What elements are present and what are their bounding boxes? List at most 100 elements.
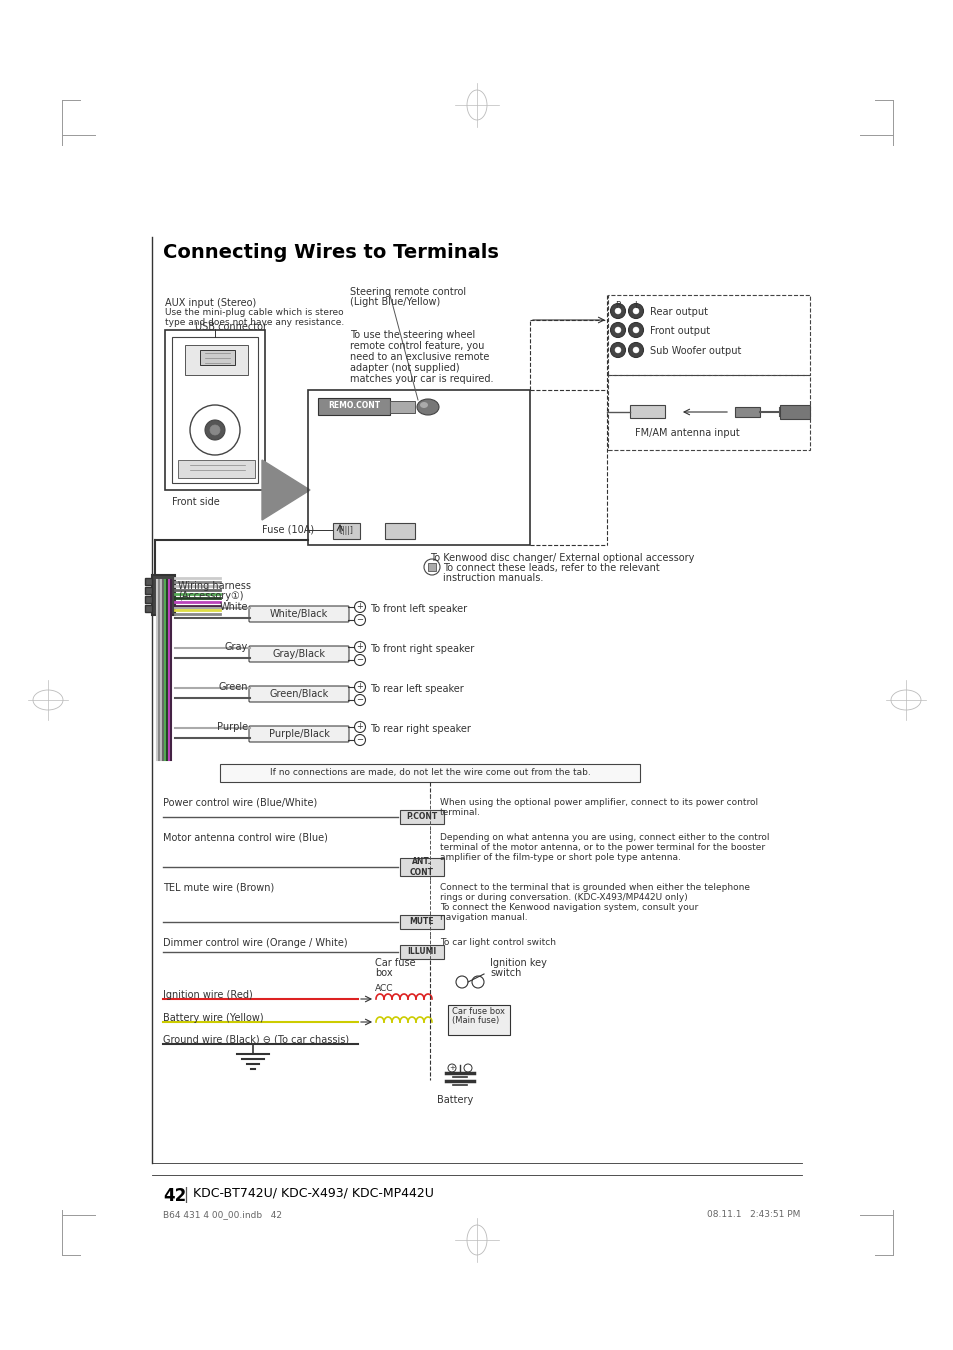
Text: (Accessory①): (Accessory①) — [178, 591, 243, 601]
Ellipse shape — [419, 402, 428, 408]
Circle shape — [389, 529, 393, 533]
Bar — [145, 587, 152, 594]
Text: USB connector: USB connector — [194, 323, 267, 332]
Text: Car fuse: Car fuse — [375, 958, 416, 968]
Text: Wiring harness: Wiring harness — [178, 580, 251, 591]
Text: ILLUMI: ILLUMI — [407, 948, 436, 957]
Text: Ground wire (Black) ⊖ (To car chassis): Ground wire (Black) ⊖ (To car chassis) — [163, 1035, 349, 1045]
Text: If no connections are made, do not let the wire come out from the tab.: If no connections are made, do not let t… — [270, 768, 590, 778]
Bar — [390, 401, 415, 413]
Text: ANT.
CONT: ANT. CONT — [410, 857, 434, 876]
Text: Connect to the terminal that is grounded when either the telephone: Connect to the terminal that is grounded… — [439, 883, 749, 892]
Text: terminal.: terminal. — [439, 809, 480, 817]
Text: R: R — [615, 301, 620, 310]
Text: P.CONT: P.CONT — [406, 813, 437, 822]
Bar — [399, 945, 443, 958]
Text: White/Black: White/Black — [270, 609, 328, 620]
Text: When using the optional power amplifier, connect to its power control: When using the optional power amplifier,… — [439, 798, 758, 807]
Text: Purple: Purple — [216, 722, 248, 732]
Text: To front right speaker: To front right speaker — [370, 644, 474, 653]
Bar — [145, 578, 152, 585]
Text: To connect these leads, refer to the relevant: To connect these leads, refer to the rel… — [442, 563, 659, 572]
Text: 08.11.1   2:43:51 PM: 08.11.1 2:43:51 PM — [706, 1210, 800, 1219]
Bar — [399, 810, 443, 824]
FancyBboxPatch shape — [249, 686, 349, 702]
Bar — [399, 859, 443, 876]
Text: To rear left speaker: To rear left speaker — [370, 684, 463, 694]
FancyBboxPatch shape — [249, 726, 349, 743]
Circle shape — [610, 304, 625, 319]
Circle shape — [610, 323, 625, 338]
Bar — [399, 915, 443, 929]
Text: L: L — [633, 301, 638, 310]
Text: 42: 42 — [163, 1187, 186, 1206]
Text: Gray/Black: Gray/Black — [273, 649, 325, 659]
Text: REMO.CONT: REMO.CONT — [328, 401, 379, 410]
Text: FM/AM antenna input: FM/AM antenna input — [635, 428, 739, 437]
Polygon shape — [262, 460, 310, 520]
Circle shape — [403, 529, 408, 533]
Text: To connect the Kenwood navigation system, consult your: To connect the Kenwood navigation system… — [439, 903, 698, 913]
Text: +: + — [356, 683, 363, 691]
Text: −: − — [356, 736, 363, 744]
Text: Power control wire (Blue/White): Power control wire (Blue/White) — [163, 798, 317, 809]
Text: Ignition wire (Red): Ignition wire (Red) — [163, 990, 253, 1000]
Text: MUTE: MUTE — [409, 918, 434, 926]
Text: need to an exclusive remote: need to an exclusive remote — [350, 352, 489, 362]
Text: To rear right speaker: To rear right speaker — [370, 724, 471, 734]
Circle shape — [628, 304, 643, 319]
Bar — [607, 375, 809, 450]
Text: terminal of the motor antenna, or to the power terminal for the booster: terminal of the motor antenna, or to the… — [439, 842, 764, 852]
Text: To use the steering wheel: To use the steering wheel — [350, 329, 475, 340]
Bar — [333, 522, 359, 539]
Bar — [165, 329, 265, 490]
FancyBboxPatch shape — [249, 647, 349, 662]
Text: +: + — [356, 602, 363, 612]
Bar — [185, 346, 248, 375]
Bar — [317, 398, 390, 414]
Text: Rear output: Rear output — [649, 306, 707, 317]
Text: adapter (not supplied): adapter (not supplied) — [350, 363, 459, 373]
Circle shape — [615, 308, 620, 315]
Text: (Main fuse): (Main fuse) — [452, 1017, 498, 1025]
Text: Front side: Front side — [172, 497, 219, 508]
Circle shape — [633, 327, 639, 333]
Text: To car light control switch: To car light control switch — [439, 938, 556, 946]
Bar — [308, 390, 530, 545]
Text: [|||]: [|||] — [338, 526, 353, 536]
Text: Dimmer control wire (Orange / White): Dimmer control wire (Orange / White) — [163, 938, 347, 948]
Text: Connecting Wires to Terminals: Connecting Wires to Terminals — [163, 243, 498, 262]
Circle shape — [615, 347, 620, 352]
Circle shape — [394, 529, 397, 533]
Text: Green: Green — [218, 682, 248, 693]
Bar — [385, 522, 415, 539]
Text: Purple/Black: Purple/Black — [269, 729, 329, 738]
Text: switch: switch — [490, 968, 521, 977]
Bar — [629, 405, 664, 418]
Circle shape — [398, 529, 402, 533]
Text: Use the mini-plug cable which is stereo: Use the mini-plug cable which is stereo — [165, 308, 343, 317]
Text: remote control feature, you: remote control feature, you — [350, 342, 484, 351]
Text: TEL mute wire (Brown): TEL mute wire (Brown) — [163, 883, 274, 892]
Text: Gray: Gray — [225, 643, 248, 652]
Text: AUX input (Stereo): AUX input (Stereo) — [165, 298, 256, 308]
FancyBboxPatch shape — [249, 606, 349, 622]
Bar — [448, 1004, 510, 1035]
Bar — [152, 575, 174, 616]
Text: amplifier of the film-type or short pole type antenna.: amplifier of the film-type or short pole… — [439, 853, 680, 863]
Text: To front left speaker: To front left speaker — [370, 603, 467, 614]
Text: ACC: ACC — [375, 984, 393, 994]
Text: type and does not have any resistance.: type and does not have any resistance. — [165, 319, 344, 327]
Bar — [200, 350, 234, 365]
Bar — [145, 605, 152, 612]
Text: Ignition key: Ignition key — [490, 958, 546, 968]
Text: Battery: Battery — [436, 1095, 473, 1106]
Bar — [428, 563, 436, 571]
Text: −: − — [356, 695, 363, 705]
Text: Car fuse box: Car fuse box — [452, 1007, 504, 1017]
Text: +: + — [356, 722, 363, 732]
Text: Steering remote control: Steering remote control — [350, 288, 466, 297]
Text: B64 431 4 00_00.indb   42: B64 431 4 00_00.indb 42 — [163, 1210, 282, 1219]
Bar — [145, 595, 152, 603]
Text: Depending on what antenna you are using, connect either to the control: Depending on what antenna you are using,… — [439, 833, 769, 842]
